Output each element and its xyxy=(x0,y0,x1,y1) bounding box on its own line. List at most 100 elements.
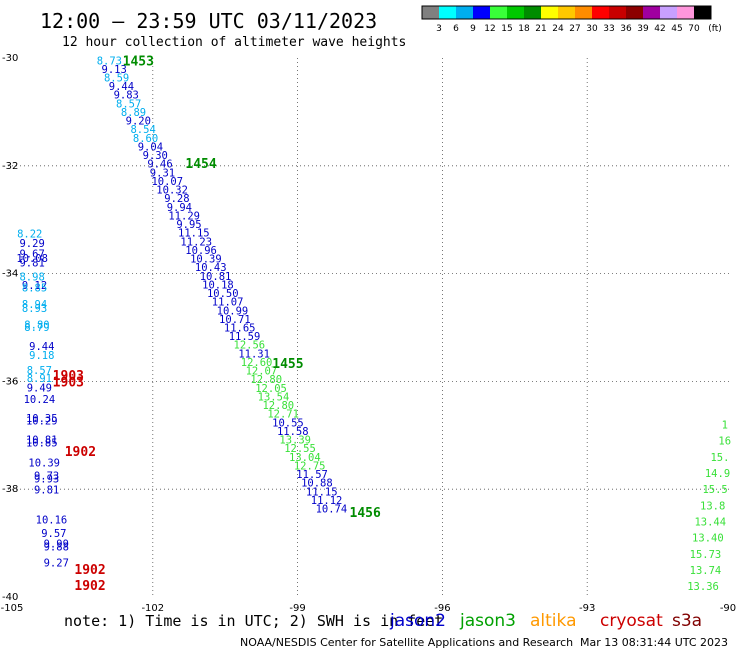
wave-height-value: 11.15 xyxy=(306,486,338,498)
wave-height-value: 12.05 xyxy=(255,383,287,395)
wave-height-value: 11.57 xyxy=(296,469,328,481)
colorbar-tick-label: 18 xyxy=(518,24,530,34)
wave-height-value: 13.40 xyxy=(692,533,724,545)
wave-height-value: 8.91 xyxy=(27,373,52,385)
wave-height-value: 11.58 xyxy=(277,426,309,438)
wave-height-value: 11.07 xyxy=(212,297,244,309)
wave-height-value: 12.56 xyxy=(234,340,266,352)
wave-height-value: 10.71 xyxy=(219,314,251,326)
wave-height-value: 9.81 xyxy=(34,485,59,497)
x-tick-label: -105 xyxy=(1,603,24,614)
wave-height-value: 10.18 xyxy=(202,279,234,291)
wave-height-value: 10.07 xyxy=(151,176,183,188)
wave-height-value: 9.49 xyxy=(27,382,52,394)
wave-height-value: 10.81 xyxy=(200,271,232,283)
wave-height-value: 9.83 xyxy=(114,90,139,102)
colorbar-tick-label: 9 xyxy=(470,24,476,34)
chart-title: 12:00 – 23:59 UTC 03/11/2023 xyxy=(40,9,377,33)
colorbar-tick-label: 27 xyxy=(569,24,580,34)
wave-height-value: 10.81 xyxy=(26,435,58,447)
wave-height-value: 8.85 xyxy=(22,283,47,295)
wave-height-value: 9.93 xyxy=(34,473,59,485)
wave-height-value: 15. xyxy=(710,452,729,464)
pass-time-label: 1453 xyxy=(123,55,154,70)
wave-height-value: 13.36 xyxy=(687,581,719,593)
colorbar-tick-label: 6 xyxy=(453,24,459,34)
wave-height-value: 8.57 xyxy=(116,98,141,110)
x-tick-label: -102 xyxy=(141,603,164,614)
pass-time-label: 1902 xyxy=(74,579,105,594)
wave-height-value: 8.80 xyxy=(24,319,49,331)
colorbar: 3 6 9 12 15 18 21 24 27 30 33 36 39 42 45 70 (ft) xyxy=(421,5,722,34)
wave-height-value: 8.54 xyxy=(130,124,155,136)
wave-height-value: 9.57 xyxy=(41,528,66,540)
colorbar-tick-label: 15 xyxy=(501,24,512,34)
mission-label-jason2: jason2 xyxy=(389,611,446,631)
colorbar-tick-label: 24 xyxy=(552,24,564,34)
wave-height-value: 11.65 xyxy=(224,323,256,335)
note-text: note: 1) Time is in UTC; 2) SWH is in fe… xyxy=(64,612,443,630)
wave-height-value: 9.20 xyxy=(126,116,151,128)
footer-timestamp: Mar 13 08:31:44 UTC 2023 xyxy=(580,636,728,649)
wave-height-value: 10.39 xyxy=(28,457,60,469)
wave-height-value: 11.23 xyxy=(180,236,212,248)
pass-time-label: 1454 xyxy=(185,157,216,172)
wave-height-value: 9.13 xyxy=(102,64,127,76)
wave-height-value: 12.60 xyxy=(241,357,273,369)
colorbar-swatch xyxy=(558,6,575,19)
wave-height-value: 10.85 xyxy=(26,437,58,449)
colorbar-tick-label: 3 xyxy=(436,24,442,34)
colorbar-swatch xyxy=(490,6,507,19)
colorbar-tick-label: 33 xyxy=(603,24,614,34)
wave-height-value: 9.44 xyxy=(29,341,54,353)
wave-height-value: 10.43 xyxy=(195,262,227,274)
wave-height-value: 12.75 xyxy=(294,460,326,472)
axis-tick-labels: -105 -102 -99 -96 -93 -90 -30 -32 -34 -36 -38 -40 xyxy=(1,53,737,614)
wave-height-value: 15.73 xyxy=(690,549,722,561)
wave-height-value: 9.46 xyxy=(147,159,172,171)
wave-height-value: 8.94 xyxy=(22,299,47,311)
pass-time-label: 1903 xyxy=(53,375,84,390)
wave-height-value: 9.95 xyxy=(176,219,201,231)
wave-height-value: 9.12 xyxy=(22,280,47,292)
colorbar-tick-label: 30 xyxy=(586,24,598,34)
wave-height-value: 9.04 xyxy=(138,141,163,153)
chart-subtitle: 12 hour collection of altimeter wave hei… xyxy=(62,35,406,50)
wave-height-value: 9.27 xyxy=(44,558,69,570)
grid-lines xyxy=(8,58,732,597)
wave-height-value: 10.96 xyxy=(185,245,217,257)
wave-height-value: 9.81 xyxy=(19,257,44,269)
colorbar-swatch xyxy=(660,6,677,19)
mission-label-cryosat: cryosat xyxy=(600,611,663,631)
colorbar-tick-label: 21 xyxy=(535,24,546,34)
colorbar-swatch xyxy=(626,6,643,19)
wave-height-value: 13.54 xyxy=(258,391,290,403)
colorbar-tick-label: 42 xyxy=(654,24,665,34)
x-tick-label: -99 xyxy=(289,603,305,614)
colorbar-swatch xyxy=(677,6,694,19)
wave-height-values: 8.739.138.599.449.838.578.899.208.548.60… xyxy=(16,56,731,594)
wave-height-value: 11.59 xyxy=(229,331,261,343)
mission-label-altika: altika xyxy=(530,611,577,631)
mission-label-jason3: jason3 xyxy=(459,611,516,631)
wave-height-value: 8.79 xyxy=(24,322,49,334)
x-tick-label: -96 xyxy=(434,603,450,614)
wave-height-value: 10.50 xyxy=(207,288,239,300)
wave-height-value: 10.08 xyxy=(16,253,48,265)
colorbar-swatch xyxy=(422,6,439,19)
wave-height-value: 8.57 xyxy=(27,365,52,377)
wave-height-value: 14.9 xyxy=(705,468,730,480)
wave-height-value: 10.88 xyxy=(301,478,333,490)
wave-height-value: 9.44 xyxy=(109,81,134,93)
colorbar-swatch xyxy=(507,6,524,19)
wave-height-value: 16 xyxy=(718,436,731,448)
wave-height-value: 9.73 xyxy=(34,471,59,483)
wave-height-value: 10.35 xyxy=(26,413,58,425)
wave-height-value: 11.29 xyxy=(168,210,200,222)
wave-height-value: 11.31 xyxy=(238,348,270,360)
wave-height-value: 12.55 xyxy=(284,443,316,455)
wave-height-value: 10.24 xyxy=(24,394,56,406)
wave-height-value: 9.94 xyxy=(167,202,192,214)
